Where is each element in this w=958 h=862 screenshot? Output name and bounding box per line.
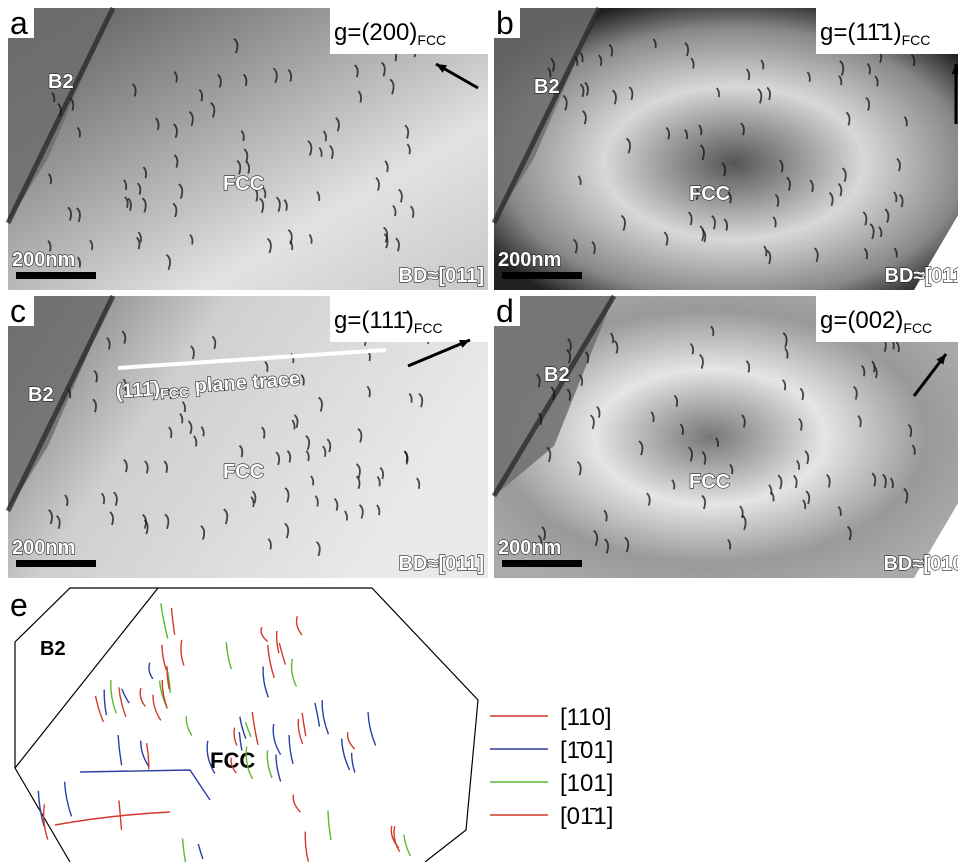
schematic-dislocation: [118, 735, 122, 765]
schematic-dislocation: [252, 712, 258, 745]
g-vector-text: g=(200): [334, 19, 417, 46]
schematic-dislocation: [263, 666, 268, 697]
phase-label: FCC: [223, 173, 264, 195]
phase-label: B2: [40, 638, 66, 660]
g-vector-subscript: FCC: [414, 320, 443, 336]
phase-boundary: [15, 588, 158, 768]
schematic-dislocation: [245, 722, 251, 737]
schematic-dislocation: [276, 754, 281, 781]
g-vector-subscript: FCC: [417, 32, 446, 48]
figure: ag=(200)FCCB2FCC200nmBD≈[011]bg=(11̄1)FC…: [0, 0, 958, 862]
plane-trace-subscript: FCC: [160, 384, 190, 402]
scale-bar-label: 200nm: [12, 537, 75, 559]
schematic-dislocation: [279, 643, 285, 665]
schematic-dislocation: [140, 688, 145, 707]
schematic-dislocation: [95, 696, 103, 722]
g-vector-subscript: FCC: [903, 320, 932, 336]
beam-direction: BD≈[011]: [399, 553, 484, 575]
schematic-dislocation: [293, 795, 300, 813]
scale-bar: [16, 560, 96, 567]
schematic-panel: eB2FCC[110][1̄01][101][01̄1]: [10, 587, 613, 862]
schematic-dislocation: [198, 844, 203, 859]
schematic-dislocation: [240, 717, 246, 739]
legend-label: [1̄01]: [560, 737, 613, 764]
beam-direction: BD≈[011]: [885, 265, 958, 287]
schematic-dislocation: [162, 680, 167, 709]
schematic-dislocation: [322, 700, 328, 734]
phase-label: B2: [534, 76, 560, 98]
schematic-dislocation: [328, 811, 331, 840]
schematic-dislocation: [55, 812, 170, 825]
g-vector-subscript: FCC: [902, 32, 931, 48]
legend-label: [01̄1]: [560, 803, 613, 830]
schematic-dislocation: [181, 640, 184, 666]
beam-direction: BD≈[010]: [883, 553, 958, 575]
schematic-dislocation: [80, 770, 210, 800]
schematic-dislocation: [111, 680, 116, 713]
g-vector-text: g=(11̄1): [820, 19, 902, 46]
schematic-dislocation: [277, 631, 279, 653]
scale-bar-label: 200nm: [12, 249, 75, 271]
phase-label: FCC: [689, 471, 730, 493]
schematic-dislocation: [226, 642, 231, 669]
schematic-dislocation: [122, 689, 129, 703]
scale-bar-label: 200nm: [498, 537, 561, 559]
scale-bar: [502, 560, 582, 567]
phase-label: B2: [544, 364, 570, 386]
schematic-dislocation: [289, 735, 293, 764]
micrograph-panel: ag=(200)FCCB2FCC200nmBD≈[011]: [8, 5, 488, 290]
schematic-dislocation: [186, 716, 192, 735]
legend-label: [110]: [560, 704, 612, 731]
schematic-dislocation: [149, 663, 153, 679]
phase-label: B2: [48, 71, 74, 93]
legend-label: [101]: [560, 770, 613, 797]
schematic-dislocation: [305, 832, 308, 862]
g-vector-text: g=(111̄): [334, 307, 414, 334]
panel-letter: e: [10, 587, 28, 623]
schematic-dislocation: [161, 603, 168, 638]
schematic-dislocation: [261, 627, 268, 641]
phase-label: FCC: [223, 461, 264, 483]
schematic-dislocation: [171, 608, 174, 635]
schematic-dislocation: [292, 659, 297, 687]
schematic-dislocation: [298, 719, 302, 744]
schematic-dislocation: [315, 703, 320, 727]
schematic-dislocation: [273, 724, 280, 755]
schematic-dislocation: [391, 826, 399, 848]
g-vector-text: g=(002): [820, 307, 903, 334]
schematic-dislocation: [348, 732, 355, 749]
schematic-dislocation: [104, 690, 106, 716]
schematic-dislocation: [268, 645, 274, 678]
phase-label: B2: [28, 384, 54, 406]
schematic-dislocation: [302, 713, 306, 737]
scale-bar: [502, 272, 582, 279]
scale-bar-label: 200nm: [498, 249, 561, 271]
micrograph-panel: bg=(11̄1)FCCB2FCC200nmBD≈[011]: [494, 5, 958, 290]
panel-letter: a: [10, 5, 28, 41]
schematic-dislocation: [65, 782, 72, 817]
panel-letter: b: [496, 5, 514, 41]
schematic-dislocation: [352, 753, 355, 773]
schematic-dislocation: [368, 712, 376, 745]
phase-label: FCC: [689, 183, 730, 205]
beam-direction: BD≈[011]: [399, 265, 484, 287]
panel-letter: d: [496, 293, 514, 329]
schematic-dislocation: [404, 835, 411, 856]
schematic-dislocation: [162, 645, 166, 670]
schematic-dislocation: [297, 616, 302, 635]
micrograph-panel: dg=(002)FCCB2FCC200nmBD≈[010]: [494, 293, 958, 578]
schematic-dislocation: [153, 695, 161, 721]
schematic-dislocation: [267, 750, 272, 777]
plane-trace-text: (111̄): [115, 378, 161, 403]
panel-letter: c: [10, 293, 26, 329]
schematic-dislocation: [342, 739, 350, 770]
schematic-dislocation: [183, 838, 187, 862]
micrograph-panel: cg=(111̄)FCCB2FCC200nmBD≈[011](111̄)FCCp…: [8, 293, 488, 578]
schematic-dislocation: [234, 728, 237, 746]
scale-bar: [16, 272, 96, 279]
